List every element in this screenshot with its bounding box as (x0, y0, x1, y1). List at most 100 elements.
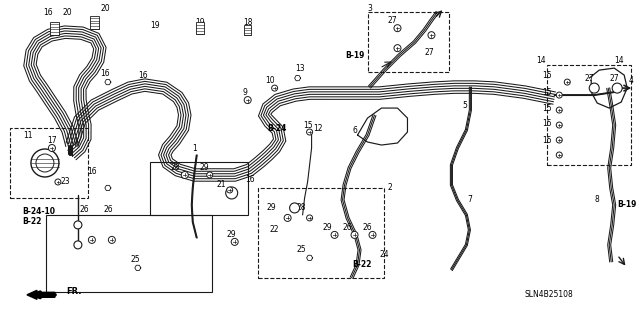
Text: 27: 27 (424, 48, 435, 57)
Bar (10, 128, 88, 198)
Polygon shape (307, 255, 312, 261)
Text: 10: 10 (265, 76, 275, 85)
Text: 17: 17 (47, 136, 57, 145)
Circle shape (290, 203, 300, 213)
Circle shape (307, 129, 312, 135)
Text: 19: 19 (150, 21, 159, 30)
Circle shape (74, 241, 82, 249)
Text: 22: 22 (270, 226, 280, 234)
Text: 5: 5 (462, 100, 467, 109)
Text: 25: 25 (130, 256, 140, 264)
Text: B-22: B-22 (352, 260, 371, 269)
Text: 27: 27 (388, 16, 397, 25)
Text: 6: 6 (352, 126, 357, 135)
Text: 8: 8 (595, 196, 600, 204)
Circle shape (181, 172, 188, 178)
Text: 16: 16 (87, 167, 97, 176)
Text: 20: 20 (62, 8, 72, 17)
Text: 14: 14 (614, 56, 624, 65)
Text: 26: 26 (363, 223, 372, 233)
Circle shape (369, 231, 376, 238)
Circle shape (231, 238, 238, 245)
Text: 29: 29 (323, 223, 332, 233)
Circle shape (74, 221, 82, 229)
Circle shape (271, 85, 278, 91)
Text: B-24: B-24 (267, 123, 286, 132)
Text: 15: 15 (543, 104, 552, 113)
Bar (367, 12, 449, 72)
Text: 4: 4 (628, 76, 634, 85)
Text: 26: 26 (79, 205, 89, 214)
Text: 13: 13 (295, 63, 305, 73)
Circle shape (55, 179, 61, 185)
Polygon shape (105, 79, 111, 85)
Text: B-19: B-19 (345, 51, 364, 60)
Bar (46, 215, 212, 292)
Circle shape (108, 236, 115, 243)
Circle shape (351, 231, 358, 238)
Bar (244, 25, 251, 35)
Text: 19: 19 (195, 18, 205, 27)
Circle shape (88, 236, 95, 243)
Circle shape (307, 215, 312, 221)
Text: 9: 9 (243, 88, 247, 97)
Polygon shape (294, 76, 301, 81)
Circle shape (556, 122, 563, 128)
Text: 16: 16 (245, 175, 255, 184)
Text: 15: 15 (543, 70, 552, 80)
Text: 27: 27 (609, 74, 619, 83)
Text: 26: 26 (103, 205, 113, 214)
Text: B-24-10: B-24-10 (22, 207, 55, 216)
Text: 15: 15 (543, 88, 552, 97)
Bar (196, 22, 204, 34)
Circle shape (49, 145, 56, 152)
Bar (258, 188, 385, 278)
Circle shape (207, 172, 212, 178)
Circle shape (556, 92, 563, 98)
Circle shape (556, 137, 563, 143)
Circle shape (428, 32, 435, 39)
Text: 16: 16 (43, 8, 52, 17)
Bar (90, 16, 99, 29)
Text: 15: 15 (543, 136, 552, 145)
Text: FR.: FR. (66, 287, 81, 296)
Text: 11: 11 (23, 130, 33, 139)
Text: 28: 28 (170, 164, 180, 173)
Text: 25: 25 (297, 245, 307, 254)
Text: 21: 21 (217, 181, 227, 189)
Text: 26: 26 (343, 223, 353, 233)
Circle shape (564, 79, 570, 85)
Text: SLN4B25108: SLN4B25108 (524, 290, 573, 299)
Circle shape (612, 83, 622, 93)
Text: 28: 28 (297, 204, 307, 212)
Circle shape (331, 231, 338, 238)
Text: 3: 3 (367, 4, 372, 13)
Text: 7: 7 (467, 196, 472, 204)
Circle shape (394, 25, 401, 32)
Text: 20: 20 (100, 4, 109, 13)
Text: B-22: B-22 (22, 218, 42, 226)
Circle shape (589, 83, 599, 93)
Text: 29: 29 (227, 230, 237, 239)
Text: 29: 29 (200, 164, 209, 173)
Text: 24: 24 (380, 250, 389, 259)
Polygon shape (135, 265, 141, 271)
Circle shape (31, 149, 59, 177)
Circle shape (556, 107, 563, 113)
Bar (51, 22, 60, 35)
Circle shape (226, 187, 237, 199)
Text: 18: 18 (243, 18, 252, 27)
Circle shape (36, 154, 54, 172)
Circle shape (556, 152, 563, 158)
Bar (547, 65, 631, 165)
Text: 29: 29 (267, 204, 276, 212)
Circle shape (244, 97, 251, 104)
Bar (150, 162, 248, 215)
Text: 15: 15 (543, 119, 552, 128)
Polygon shape (105, 185, 111, 190)
FancyArrow shape (27, 290, 55, 299)
Text: 1: 1 (193, 144, 197, 152)
Text: 27: 27 (584, 74, 594, 83)
Text: 16: 16 (100, 69, 109, 78)
Text: 15: 15 (303, 121, 312, 130)
